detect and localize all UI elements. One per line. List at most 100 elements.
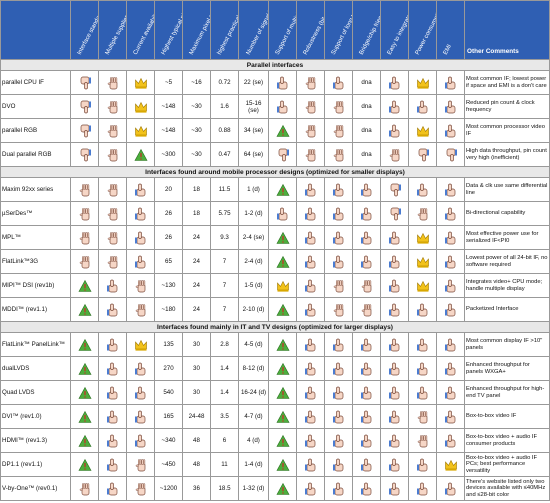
- icon-cell: [70, 177, 99, 202]
- rating-icon: [388, 124, 399, 137]
- rating-icon: [332, 338, 343, 351]
- header-label: Robustness (bit error handling?): [302, 2, 325, 56]
- icon-cell: [98, 94, 127, 119]
- rating-icon: [332, 386, 343, 399]
- rating-icon: [106, 458, 117, 471]
- throughput: 7: [210, 273, 239, 298]
- icon-cell: [352, 273, 381, 298]
- icon-cell: [408, 428, 437, 453]
- icon-cell: [296, 118, 325, 143]
- icon-cell: [296, 380, 325, 405]
- icon-cell: [98, 177, 127, 202]
- icon-cell: [380, 225, 409, 250]
- icon-cell: [352, 380, 381, 405]
- icon-cell: [268, 118, 297, 143]
- throughput: 7: [210, 249, 239, 274]
- icon-cell: [268, 273, 297, 298]
- comment: Data & clk use same differential line: [464, 177, 550, 202]
- rating-icon: [304, 207, 315, 220]
- icon-cell: [296, 356, 325, 381]
- interface-name: µSerDes™: [0, 201, 71, 226]
- icon-cell: [296, 476, 325, 501]
- icon-cell: [98, 70, 127, 95]
- pixel-clock: 65: [154, 249, 183, 274]
- header-label: Interface standardized?: [76, 0, 99, 57]
- color-depth: 24: [182, 249, 211, 274]
- rating-icon: [106, 386, 117, 399]
- interface-name: DVO: [0, 94, 71, 119]
- icon-cell: [98, 356, 127, 381]
- rating-icon: [444, 362, 455, 375]
- rating-icon: [360, 231, 371, 244]
- rating-icon: [106, 482, 117, 495]
- icon-cell: [436, 380, 465, 405]
- icon-cell: [70, 273, 99, 298]
- signal-lines: 4-5 (d): [238, 332, 269, 357]
- pixel-clock: ~450: [154, 452, 183, 477]
- icon-cell: [126, 273, 155, 298]
- rating-icon: [134, 255, 145, 268]
- icon-cell: [268, 225, 297, 250]
- icon-cell: [70, 249, 99, 274]
- icon-cell: [352, 249, 381, 274]
- interface-row: MIPI™ DSI (rev1b) ~130 24 7 1-5 (d) Integrate…: [0, 273, 550, 298]
- icon-cell: [126, 404, 155, 429]
- icon-cell: [98, 297, 127, 322]
- icon-cell: [436, 70, 465, 95]
- icon-cell: [268, 177, 297, 202]
- throughput: 1.6: [210, 94, 239, 119]
- header-label: Highest typical pixel clk frequency (MHz…: [160, 2, 183, 56]
- rating-icon: [304, 255, 315, 268]
- rating-icon: [444, 303, 455, 316]
- pixel-clock: ~1200: [154, 476, 183, 501]
- rating-icon: [275, 338, 290, 351]
- header-cell: Easy to integrate into new product desig…: [380, 0, 409, 60]
- icon-cell: [324, 476, 353, 501]
- icon-cell: [352, 225, 381, 250]
- icon-cell: [324, 118, 353, 143]
- icon-cell: [380, 94, 409, 119]
- rating-icon: [416, 386, 427, 399]
- section-row: Parallel interfaces: [0, 59, 550, 71]
- header-cell: Number of signal lines (typical): [238, 0, 269, 60]
- color-depth: 30: [182, 356, 211, 381]
- rating-icon: [275, 124, 290, 137]
- rating-icon: [278, 148, 289, 161]
- icon-cell: [98, 380, 127, 405]
- icon-cell: [352, 476, 381, 501]
- rating-icon: [446, 148, 457, 161]
- icon-cell: [126, 428, 155, 453]
- rating-icon: [332, 482, 343, 495]
- pixel-clock: 20: [154, 177, 183, 202]
- rating-icon: [275, 255, 290, 268]
- throughput: 6: [210, 428, 239, 453]
- rating-icon: [77, 386, 92, 399]
- icon-cell: [98, 452, 127, 477]
- comment: Most effective power use for serialized …: [464, 225, 550, 250]
- throughput: 1.4: [210, 356, 239, 381]
- icon-cell: [324, 297, 353, 322]
- throughput: 11: [210, 452, 239, 477]
- interface-name: Quad LVDS: [0, 380, 71, 405]
- rating-icon: [332, 255, 343, 268]
- comment: Packetized Interface: [464, 297, 550, 322]
- interface-name: parallel CPU IF: [0, 70, 71, 95]
- interface-row: V-by-One™ (rev0.1) ~1200 36 18.5 1-32 (d) The…: [0, 476, 550, 501]
- rating-icon: [107, 148, 117, 161]
- rating-icon: [390, 183, 401, 196]
- rating-icon: [275, 410, 290, 423]
- bridge-note: dna: [352, 142, 381, 167]
- bridge-note: dna: [352, 94, 381, 119]
- header-label: Bridge/chip friendly technology?: [358, 2, 381, 57]
- icon-cell: [268, 404, 297, 429]
- rating-icon: [106, 410, 117, 423]
- rating-icon: [135, 279, 145, 292]
- rating-icon: [360, 338, 371, 351]
- icon-cell: [268, 428, 297, 453]
- icon-cell: [408, 118, 437, 143]
- interface-name: V-by-One™ (rev0.1): [0, 476, 71, 501]
- signal-lines: 1-32 (d): [238, 476, 269, 501]
- icon-cell: [408, 356, 437, 381]
- icon-cell: [126, 356, 155, 381]
- icon-cell: [436, 94, 465, 119]
